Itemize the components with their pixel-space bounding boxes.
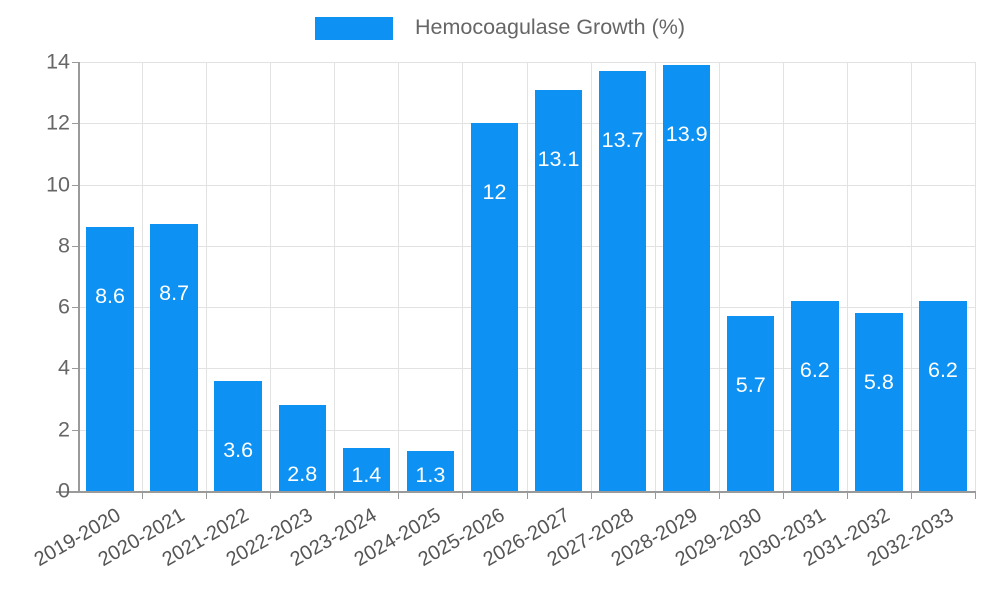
bar[interactable] bbox=[342, 448, 391, 491]
gridline-vertical bbox=[142, 62, 144, 491]
x-axis-tick-mark bbox=[334, 491, 336, 499]
gridline-vertical bbox=[206, 62, 208, 491]
x-axis-tick-mark bbox=[718, 491, 720, 499]
y-axis-tick-label: 6 bbox=[58, 294, 70, 319]
x-axis-tick-mark bbox=[526, 491, 528, 499]
y-axis-tick-label: 14 bbox=[46, 49, 70, 74]
bar[interactable] bbox=[150, 224, 198, 491]
x-axis-tick-mark bbox=[782, 491, 784, 499]
bar[interactable] bbox=[855, 313, 903, 491]
gridline-vertical bbox=[334, 62, 336, 491]
y-axis-tick-label: 0 bbox=[58, 478, 70, 503]
x-axis-tick-mark bbox=[654, 491, 656, 499]
gridline-vertical bbox=[526, 62, 528, 491]
gridline-vertical bbox=[270, 62, 272, 491]
bar[interactable] bbox=[919, 301, 967, 491]
y-axis-tick-label: 4 bbox=[58, 355, 70, 380]
legend-label: Hemocoagulase Growth (%) bbox=[414, 15, 686, 40]
x-axis-line bbox=[56, 491, 975, 493]
x-axis-tick-mark bbox=[142, 491, 144, 499]
gridline-vertical bbox=[846, 62, 848, 491]
bar[interactable] bbox=[214, 380, 262, 491]
y-axis-tick-label: 2 bbox=[58, 416, 70, 441]
bar[interactable] bbox=[406, 451, 455, 491]
y-axis: 0 2 4 6 8 10 12 14 bbox=[0, 0, 78, 600]
bar[interactable] bbox=[662, 65, 711, 491]
legend-color-swatch-icon bbox=[314, 16, 393, 40]
bar[interactable] bbox=[791, 301, 839, 491]
bar[interactable] bbox=[86, 227, 134, 491]
plot-area bbox=[78, 62, 976, 492]
y-axis-tick-label: 10 bbox=[46, 171, 70, 196]
y-axis-tick-mark bbox=[72, 245, 78, 247]
x-axis-tick-mark bbox=[270, 491, 272, 499]
y-axis-tick-mark bbox=[72, 62, 78, 63]
y-axis-tick-mark bbox=[72, 307, 78, 309]
y-axis-tick-label: 12 bbox=[46, 110, 70, 135]
y-axis-line bbox=[78, 62, 80, 492]
x-axis-tick-mark bbox=[398, 491, 400, 499]
x-axis-tick-mark bbox=[846, 491, 848, 499]
y-axis-tick-mark bbox=[72, 184, 78, 186]
bar[interactable] bbox=[278, 405, 326, 491]
gridline-vertical bbox=[590, 62, 592, 491]
gridline-vertical bbox=[782, 62, 784, 491]
gridline-vertical bbox=[654, 62, 656, 491]
y-axis-tick-mark bbox=[72, 123, 78, 125]
y-axis-tick-label: 8 bbox=[58, 233, 70, 258]
bar[interactable] bbox=[470, 123, 519, 491]
gridline-vertical bbox=[718, 62, 720, 491]
bar[interactable] bbox=[598, 71, 647, 491]
bars-layer: 8.6 8.7 3.6 2.8 1.4 1.3 12 13.1 13.7 13.9 5.7 6.2 5.… bbox=[78, 62, 975, 491]
gridline-vertical bbox=[462, 62, 464, 491]
gridline-vertical bbox=[975, 62, 976, 491]
x-axis-tick-mark bbox=[462, 491, 464, 499]
y-axis-tick-mark bbox=[72, 429, 78, 431]
y-axis-tick-mark bbox=[72, 491, 78, 492]
gridline-vertical bbox=[910, 62, 912, 491]
y-axis-tick-mark bbox=[72, 368, 78, 370]
x-axis-tick-mark bbox=[590, 491, 592, 499]
gridline-vertical bbox=[398, 62, 400, 491]
x-axis-tick-mark bbox=[910, 491, 912, 499]
x-axis-tick-mark bbox=[975, 491, 976, 499]
bar[interactable] bbox=[727, 316, 775, 491]
legend-item-hemocoagulase-growth[interactable]: Hemocoagulase Growth (%) bbox=[314, 15, 686, 40]
x-axis-tick-mark bbox=[206, 491, 208, 499]
chart-legend: Hemocoagulase Growth (%) bbox=[0, 10, 1000, 46]
bar[interactable] bbox=[534, 89, 583, 491]
